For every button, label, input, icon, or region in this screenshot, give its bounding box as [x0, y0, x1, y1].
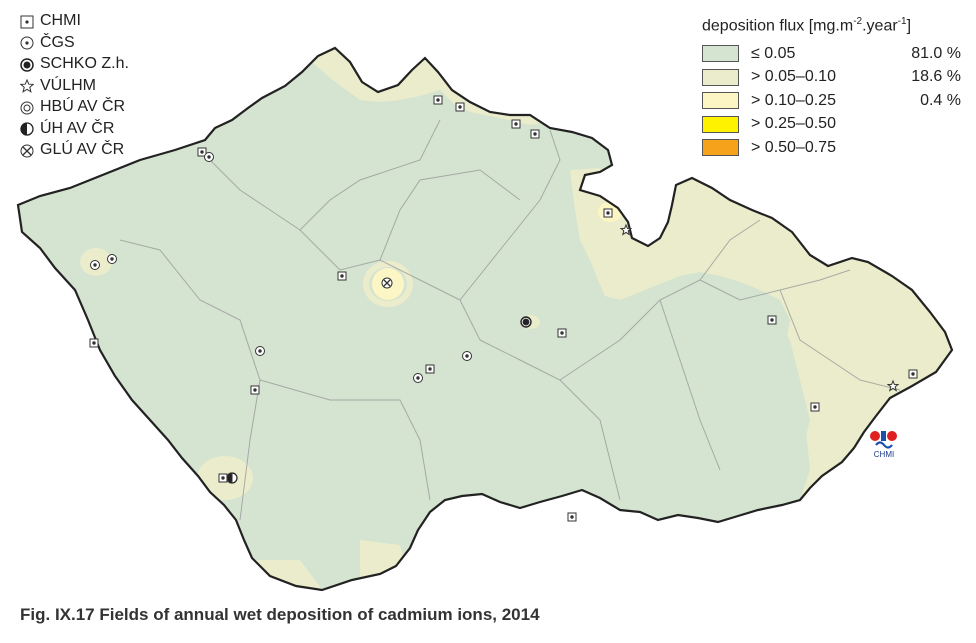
flux-class-label: ≤ 0.05 [751, 44, 796, 62]
station-legend-item: ČGS [20, 32, 129, 54]
flux-legend-item: > 0.50–0.75 [702, 136, 962, 160]
chmi-station-marker [530, 129, 540, 139]
station-legend-item: HBÚ AV ČR [20, 96, 129, 118]
flux-legend-title: deposition flux [mg.m-2.year-1] [702, 16, 912, 35]
square-dot-icon [20, 14, 34, 29]
schko-station-marker [520, 316, 532, 328]
chmi-station-marker [603, 208, 613, 218]
flux-legend-item: ≤ 0.05 81.0 % [702, 42, 962, 66]
chmi-station-marker [218, 473, 228, 483]
cgs-station-marker [255, 346, 265, 356]
double-circle-icon [20, 100, 34, 115]
half-circle-icon [20, 121, 34, 136]
chmi-station-marker [810, 402, 820, 412]
color-swatch [702, 45, 739, 63]
chmi-station-marker [433, 95, 443, 105]
flux-legend-item: > 0.05–0.10 18.6 % [702, 66, 962, 90]
flux-class-label: > 0.25–0.50 [751, 115, 836, 133]
vulhm-station-marker [619, 223, 633, 236]
figure-caption: Fig. IX.17 Fields of annual wet depositi… [20, 605, 540, 624]
flux-legend-item: > 0.25–0.50 [702, 113, 962, 137]
flux-class-percent: 81.0 % [911, 44, 961, 62]
flux-legend: deposition flux [mg.m-2.year-1] ≤ 0.05 81… [702, 16, 962, 160]
filled-circle-icon [20, 57, 34, 72]
chmi-station-marker [425, 364, 435, 374]
circle-dot-icon [20, 35, 34, 50]
cadmium-deposition-map [16, 46, 954, 592]
color-swatch [702, 92, 739, 110]
cgs-station-marker [204, 152, 214, 162]
vulhm-station-marker [886, 379, 900, 392]
crossed-circle-icon [20, 143, 34, 158]
station-legend-item: ÚH AV ČR [20, 118, 129, 140]
flux-class-percent: 18.6 % [911, 68, 961, 86]
station-legend-item: VÚLHM [19, 75, 129, 97]
cgs-station-marker [413, 373, 423, 383]
station-legend: CHMI ČGS SCHKO Z.h. VÚLHM HBÚ AV ČR ÚH A… [19, 10, 129, 161]
chmi-station-marker [557, 328, 567, 338]
color-swatch [702, 139, 739, 157]
color-swatch [702, 115, 739, 133]
glu-station-marker [381, 277, 393, 289]
flux-class-label: > 0.10–0.25 [751, 91, 836, 109]
cgs-station-marker [90, 260, 100, 270]
chmi-station-marker [455, 102, 465, 112]
chmi-station-marker [908, 369, 918, 379]
station-legend-item: GLÚ AV ČR [20, 139, 129, 161]
flux-class-percent: 0.4 % [920, 91, 961, 109]
chmi-logo: CHMI [866, 428, 902, 464]
chmi-logo-icon [870, 431, 897, 449]
star-icon [19, 78, 35, 94]
chmi-station-marker [89, 338, 99, 348]
cgs-station-marker [107, 254, 117, 264]
flux-class-label: > 0.05–0.10 [751, 68, 836, 86]
chmi-station-marker [511, 119, 521, 129]
uh-station-marker [226, 472, 238, 484]
chmi-station-marker [250, 385, 260, 395]
flux-legend-item: > 0.10–0.25 0.4 % [702, 89, 962, 113]
chmi-station-marker [567, 512, 577, 522]
chmi-station-marker [337, 271, 347, 281]
chmi-station-marker [197, 147, 207, 157]
color-swatch [702, 68, 739, 86]
station-legend-item: CHMI [20, 10, 129, 32]
flux-class-label: > 0.50–0.75 [751, 138, 836, 156]
station-legend-item: SCHKO Z.h. [20, 53, 129, 75]
cgs-station-marker [462, 351, 472, 361]
chmi-station-marker [767, 315, 777, 325]
